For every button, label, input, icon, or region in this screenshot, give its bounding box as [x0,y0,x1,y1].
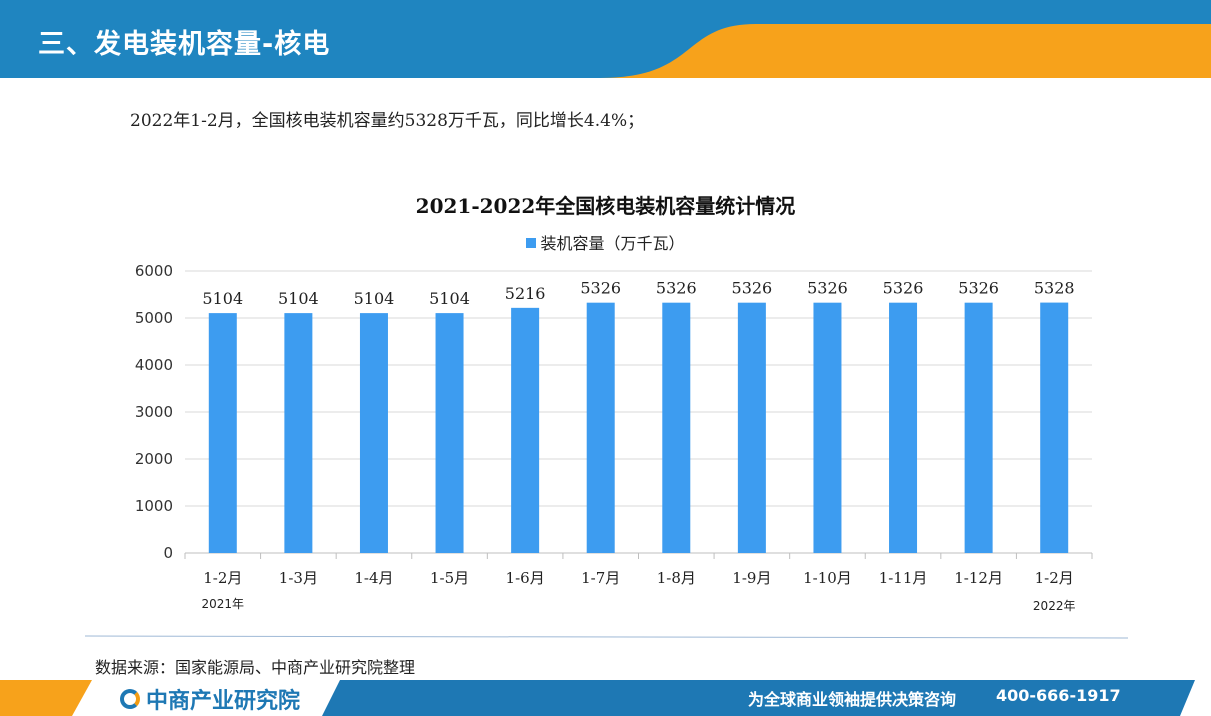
legend-label: 装机容量（万千瓦） [540,234,685,253]
data-label: 5328 [1034,279,1075,298]
year-note: 2021年 [202,597,245,611]
data-label: 5216 [505,284,546,303]
y-tick-label: 0 [163,544,173,562]
source-note: 数据来源：国家能源局、中商产业研究院整理 [95,658,416,677]
data-label: 5326 [656,279,697,298]
data-label: 5104 [278,289,319,308]
bar-chart: 0 1000 2000 3000 4000 5000 6000 5104 1-2月 5104 1-3… [84,262,1129,639]
summary-text: 2022年1-2月，全国核电装机容量约5328万千瓦，同比增长4.4%； [130,111,645,131]
bar [737,302,766,553]
page-title: 三、发电装机容量-核电 [38,29,331,60]
x-tick-label: 1-8月 [657,569,696,587]
bar [208,313,237,553]
x-tick-label: 1-3月 [279,569,318,587]
footer-slogan: 为全球商业领袖提供决策咨询 [748,690,957,709]
x-tick-label: 1-7月 [581,569,620,587]
y-tick-label: 1000 [135,497,173,515]
x-tick-label: 1-10月 [803,569,852,587]
bar [435,313,464,553]
data-label: 5104 [202,289,243,308]
data-label: 5326 [883,279,924,298]
y-tick-label: 2000 [135,450,173,468]
brand-name: 中商产业研究院 [146,689,301,714]
footer-hotline: 400-666-1917 [996,686,1121,705]
x-tick-label: 1-12月 [954,569,1003,587]
data-label: 5104 [354,289,395,308]
data-label: 5326 [807,279,848,298]
y-tick-label: 6000 [135,262,173,280]
y-tick-label: 4000 [135,356,173,374]
x-tick-label: 1-2月 [1035,569,1074,587]
brand-logo-icon [120,689,140,709]
bar [511,307,540,553]
legend-swatch [526,238,537,248]
x-tick-label: 1-11月 [879,569,928,587]
brand-logo: 中商产业研究院 [120,683,300,715]
bar [964,302,993,553]
data-label: 5326 [958,279,999,298]
y-tick-label: 3000 [135,403,173,421]
bar [889,302,918,553]
x-tick-label: 1-2月 [203,569,242,587]
bar [813,302,842,553]
data-label: 5104 [429,289,470,308]
x-tick-label: 1-6月 [506,569,545,587]
y-tick-label: 5000 [135,309,173,327]
header-bar [0,0,1211,78]
divider-line [84,635,1129,639]
data-label: 5326 [732,279,773,298]
x-tick-label: 1-5月 [430,569,469,587]
footer-bar [0,680,1195,716]
data-label: 5326 [580,279,621,298]
x-tick-label: 1-9月 [732,569,771,587]
x-tick-label: 1-4月 [354,569,393,587]
bar [662,302,691,553]
bar [586,302,615,553]
bar [1040,302,1069,553]
chart-legend: 装机容量（万千瓦） [0,230,1211,254]
bar [284,313,313,553]
year-note: 2022年 [1033,599,1076,613]
bar [359,313,388,553]
chart-title: 2021-2022年全国核电装机容量统计情况 [415,194,796,218]
